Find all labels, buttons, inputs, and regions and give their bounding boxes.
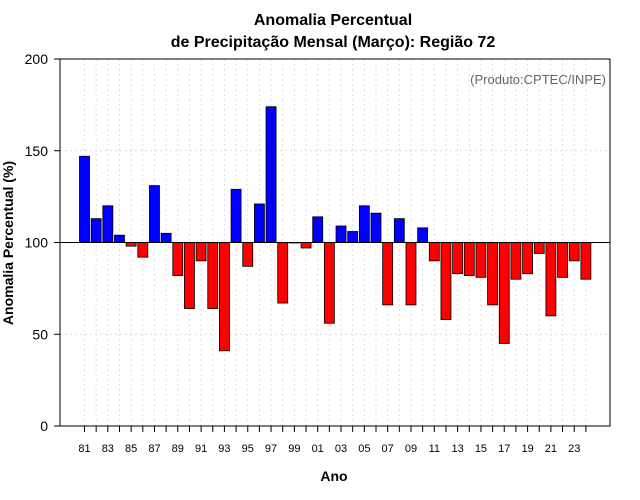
x-tick-label: 91 (195, 443, 207, 455)
bar-97 (265, 106, 277, 243)
x-tick-label: 03 (335, 443, 347, 455)
bar-14 (463, 242, 475, 276)
bar-09 (405, 242, 417, 306)
x-axis: 81 83 85 87 89 91 93 95 97 99 01 03 05 07 09 11 13 15 17 19… (78, 426, 587, 455)
chart-title-line1: Anomalia Percentual (254, 12, 412, 29)
bar-16 (487, 242, 499, 306)
bar-13 (452, 242, 464, 275)
credit-note: (Produto:CPTEC/INPE) (470, 72, 606, 87)
bar-21 (545, 242, 557, 317)
bar-06 (370, 212, 382, 243)
bar-84 (114, 234, 125, 243)
bar-15 (475, 242, 487, 278)
grid-lines (60, 58, 610, 427)
bar-81 (79, 155, 90, 243)
x-tick-label: 95 (242, 443, 254, 455)
bar-22 (557, 242, 568, 278)
bar-82 (90, 218, 102, 243)
bar-88 (160, 232, 172, 243)
bar-20 (533, 242, 545, 254)
bar-19 (522, 242, 533, 275)
bar-05 (358, 205, 370, 243)
bar-90 (184, 242, 195, 309)
x-tick-label: 05 (358, 443, 370, 455)
x-tick-label: 85 (125, 443, 137, 455)
bar-86 (137, 242, 149, 258)
bar-08 (393, 218, 405, 243)
bar-00 (300, 242, 312, 249)
y-tick-label: 50 (32, 326, 48, 342)
bar-85 (125, 242, 137, 247)
x-tick-label: 23 (568, 443, 580, 455)
chart-title-line2: de Precipitação Mensal (Março): Região 7… (171, 34, 496, 51)
x-tick-label: 21 (545, 443, 557, 455)
x-tick-label: 01 (312, 443, 324, 455)
x-tick-label: 93 (218, 443, 230, 455)
bar-01 (312, 216, 324, 243)
y-tick-label: 150 (25, 143, 49, 159)
x-tick-label: 89 (172, 443, 184, 455)
x-tick-label: 99 (288, 443, 300, 455)
bar-83 (102, 205, 114, 243)
x-tick-label: 97 (265, 443, 277, 455)
bar-03 (335, 225, 347, 243)
bar-89 (172, 242, 184, 276)
bar-11 (428, 242, 440, 262)
bar-98 (277, 242, 289, 304)
bar-18 (510, 242, 522, 280)
bar-24 (580, 242, 592, 280)
x-tick-label: 13 (451, 443, 463, 455)
bar-95 (242, 242, 254, 267)
y-axis-label: Anomalia Percentual (%) (0, 161, 16, 325)
bar-17 (498, 242, 510, 344)
y-tick-label: 0 (40, 418, 48, 434)
y-axis: 0 50 100 150 200 (25, 51, 60, 434)
bar-91 (195, 242, 207, 262)
x-tick-label: 07 (382, 443, 394, 455)
x-axis-label: Ano (320, 468, 347, 484)
y-tick-label: 200 (25, 51, 49, 67)
y-tick-label: 100 (25, 235, 49, 251)
x-tick-label: 17 (498, 443, 510, 455)
bar-23 (568, 242, 580, 262)
x-tick-label: 09 (405, 443, 417, 455)
x-tick-label: 19 (521, 443, 533, 455)
x-tick-label: 81 (78, 443, 90, 455)
bars (79, 106, 592, 352)
x-tick-label: 15 (475, 443, 487, 455)
bar-02 (323, 242, 335, 324)
bar-93 (219, 242, 230, 352)
bar-96 (253, 203, 265, 243)
x-tick-label: 11 (429, 443, 440, 455)
bar-92 (207, 242, 219, 309)
bar-07 (382, 242, 394, 306)
x-tick-label: 87 (148, 443, 160, 455)
bar-94 (230, 188, 242, 243)
x-tick-label: 83 (102, 443, 114, 455)
bar-12 (440, 242, 452, 320)
bar-04 (347, 231, 359, 243)
bar-87 (149, 185, 160, 243)
bar-10 (417, 227, 429, 243)
